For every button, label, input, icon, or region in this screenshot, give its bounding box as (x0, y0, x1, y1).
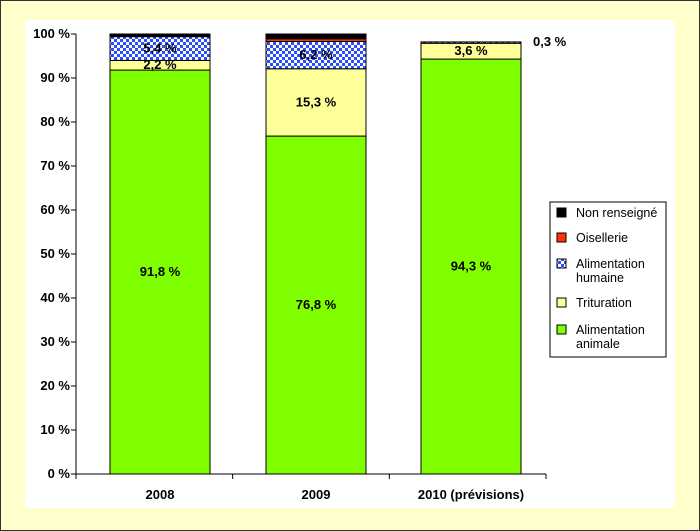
bar-segment (109, 33, 211, 38)
y-tick-label: 80 % (40, 114, 70, 129)
data-labels: 91,8 % 2,2 %5,4 % 76,8 % 15,3 % 6,2 % 94,3 % 3… (140, 34, 567, 312)
legend-swatch (556, 297, 567, 308)
y-tick-label: 70 % (40, 158, 70, 173)
legend-label: Non renseigné (576, 206, 657, 220)
bar-segment (265, 68, 367, 137)
x-tick-label: 2010 (prévisions) (418, 487, 524, 502)
legend-label: Alimentation (576, 323, 645, 337)
legend-swatch (556, 232, 567, 243)
data-label: 0,3 % (533, 34, 567, 49)
data-label: 6,2 % (299, 47, 333, 62)
y-tick-label: 20 % (40, 378, 70, 393)
y-tick-label: 60 % (40, 202, 70, 217)
legend: Non renseignéOisellerieAlimentationhumai… (549, 201, 667, 358)
y-tick-label: 100 % (33, 26, 70, 41)
legend-swatch (556, 258, 567, 269)
legend-box (549, 201, 667, 358)
bar-segment (109, 69, 211, 475)
bar-segment (265, 135, 367, 475)
bar-segment (265, 33, 367, 40)
legend-label: Oisellerie (576, 231, 628, 245)
bar-segment (420, 58, 522, 475)
bars (109, 33, 522, 475)
y-tick-label: 40 % (40, 290, 70, 305)
x-tick-label: 2008 (146, 487, 175, 502)
legend-swatch (556, 324, 567, 335)
legend-label: Trituration (576, 296, 632, 310)
data-label: 15,3 % (296, 94, 337, 109)
bar-segment (265, 40, 367, 70)
data-label: 5,4 % (143, 41, 177, 56)
legend-label: humaine (576, 271, 624, 285)
y-tick-label: 90 % (40, 70, 70, 85)
legend-swatch (556, 207, 567, 218)
data-label: 3,6 % (454, 43, 488, 58)
x-tick-label: 2009 (302, 487, 331, 502)
y-tick-label: 0 % (48, 466, 71, 481)
axes: 0 % 10 % 20 % 30 % 40 % 50 % 60 % 70 % 80 % 90 % 1… (33, 26, 547, 502)
data-label: 76,8 % (296, 297, 337, 312)
y-tick-label: 30 % (40, 334, 70, 349)
legend-label: animale (576, 337, 620, 351)
data-label: 2,2 % (143, 57, 177, 72)
data-label: 94,3 % (451, 259, 492, 274)
bar-segment (420, 41, 522, 44)
y-tick-label: 50 % (40, 246, 70, 261)
y-tick-label: 10 % (40, 422, 70, 437)
data-label: 91,8 % (140, 264, 181, 279)
legend-label: Alimentation (576, 257, 645, 271)
